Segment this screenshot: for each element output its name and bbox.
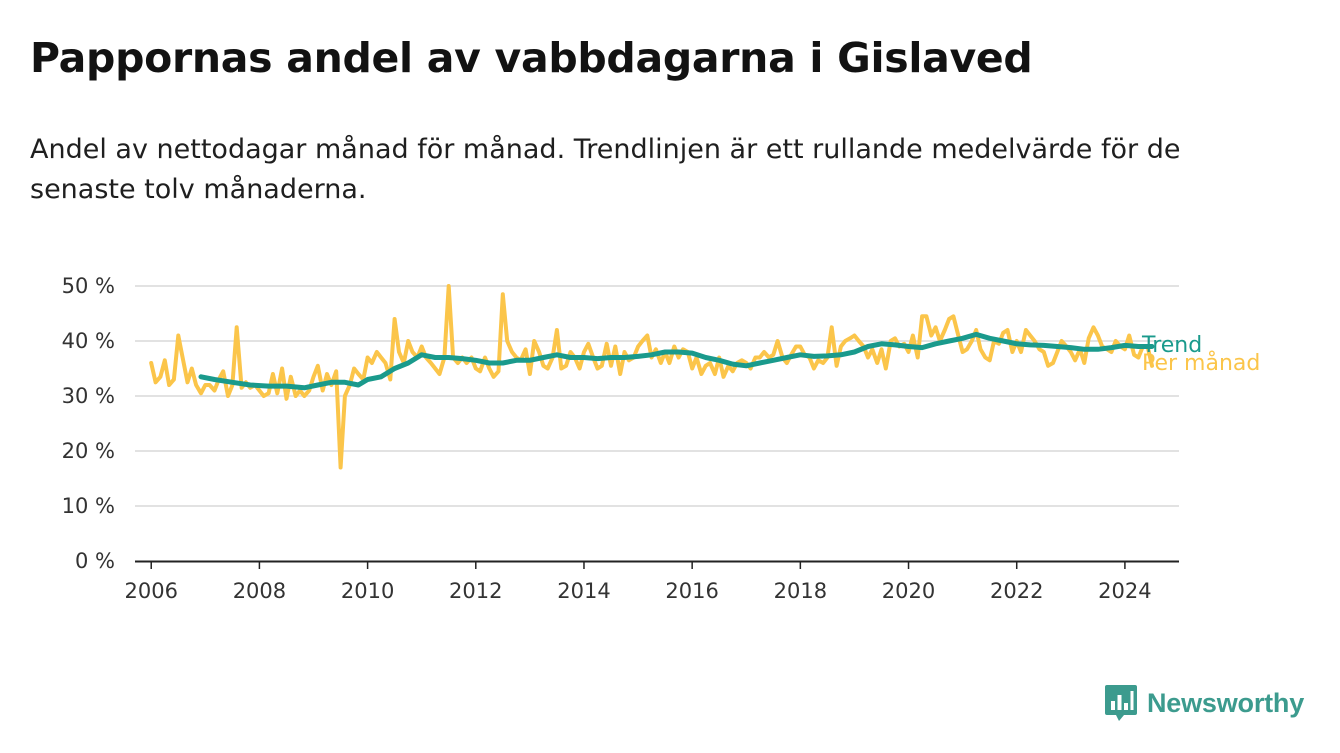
x-tick-label: 2008 bbox=[233, 579, 286, 603]
y-tick-label: 0 % bbox=[75, 549, 115, 573]
x-tick-label: 2022 bbox=[990, 579, 1043, 603]
x-tick-label: 2024 bbox=[1098, 579, 1151, 603]
gridlines bbox=[135, 285, 1179, 507]
chart-subtitle: Andel av nettodagar månad för månad. Tre… bbox=[30, 134, 1181, 205]
x-tick-label: 2012 bbox=[449, 579, 502, 603]
x-tick-label: 2016 bbox=[665, 579, 718, 603]
x-tick-label: 2010 bbox=[341, 579, 394, 603]
x-tick-label: 2014 bbox=[557, 579, 610, 603]
y-tick-label: 50 % bbox=[62, 274, 115, 298]
x-tick-label: 2020 bbox=[882, 579, 935, 603]
x-axis-ticks: 2006 2008 2010 2012 2014 2016 2018 2020 2022 2024 bbox=[125, 561, 1152, 603]
x-tick-label: 2006 bbox=[125, 579, 178, 603]
y-tick-label: 30 % bbox=[62, 384, 115, 408]
y-tick-label: 10 % bbox=[62, 494, 115, 518]
end-label-per-manad: Per månad bbox=[1142, 350, 1260, 376]
y-tick-label: 20 % bbox=[62, 439, 115, 463]
y-axis-ticks: 0 % 10 % 20 % 30 % 40 % 50 % bbox=[62, 274, 115, 573]
end-label-trend: Trend bbox=[1141, 333, 1202, 358]
brand-name: Newsworthy bbox=[1147, 687, 1305, 718]
chart-title: Pappornas andel av vabbdagarna i Gislave… bbox=[30, 34, 1033, 82]
y-tick-label: 40 % bbox=[62, 329, 115, 353]
series-line-trend bbox=[198, 331, 1155, 391]
series-line-per-manad bbox=[149, 284, 1154, 470]
bar-chart-speech-bubble-icon bbox=[1105, 685, 1137, 721]
x-tick-label: 2018 bbox=[774, 579, 827, 603]
newsworthy-logo: Newsworthy bbox=[1103, 683, 1304, 723]
